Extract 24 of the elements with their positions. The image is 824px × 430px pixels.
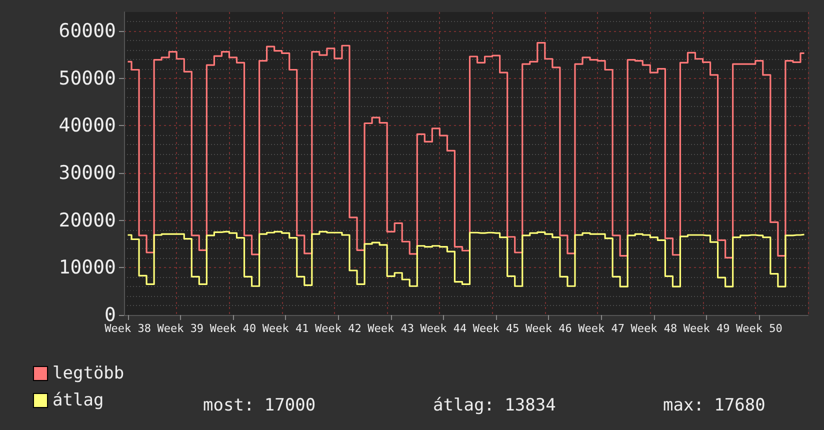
x-tick-label: Week 50 bbox=[736, 322, 782, 335]
x-tick-label: Week 47 bbox=[578, 322, 624, 335]
x-tick-label: Week 45 bbox=[472, 322, 520, 335]
x-tick-label: Week 40 bbox=[210, 322, 256, 335]
x-tick-label: Week 42 bbox=[315, 322, 362, 335]
text: átlag: 13834 bbox=[433, 396, 556, 416]
y-tick-label: 10000 bbox=[58, 256, 116, 279]
x-tick-label: Week 49 bbox=[683, 322, 730, 335]
x-tick-label: Week 43 bbox=[368, 322, 414, 335]
text: max: 17680 bbox=[663, 396, 766, 416]
legend-label: átlag bbox=[52, 390, 104, 410]
x-tick-label: Week 41 bbox=[262, 322, 309, 335]
x-tick-label: Week 46 bbox=[526, 322, 572, 335]
x-tick-label: Week 48 bbox=[630, 322, 678, 335]
y-tick-label: 20000 bbox=[58, 209, 116, 232]
text: most: 17000 bbox=[203, 396, 316, 416]
x-tick-label: Week 38 bbox=[104, 322, 151, 335]
x-tick-label: Week 39 bbox=[157, 322, 204, 335]
y-tick-label: 60000 bbox=[58, 20, 116, 42]
y-tick-label: 30000 bbox=[58, 162, 116, 184]
y-tick-label: 40000 bbox=[58, 114, 116, 137]
legend-label: legtöbb bbox=[52, 364, 124, 384]
x-tick-label: Week 44 bbox=[420, 322, 468, 335]
y-tick-label: 50000 bbox=[58, 67, 116, 90]
